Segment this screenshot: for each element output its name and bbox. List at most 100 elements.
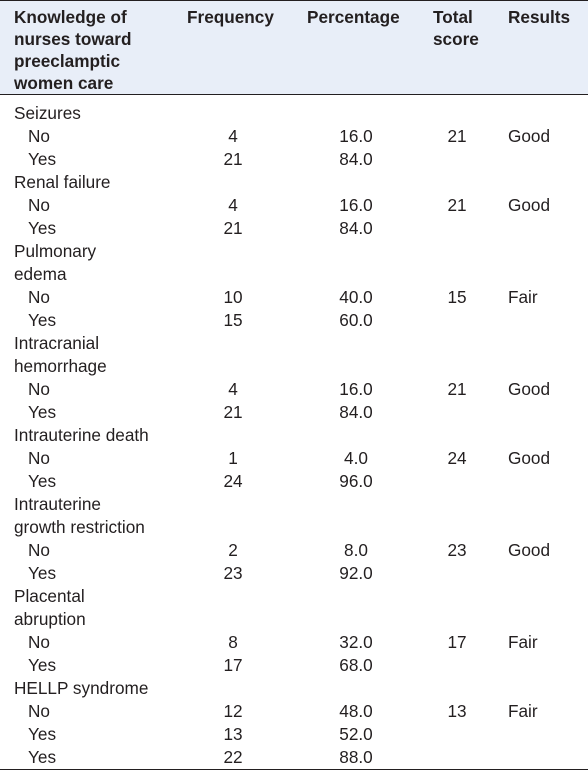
result-cell: Fair: [508, 287, 538, 307]
frequency-cell: 1: [228, 448, 238, 468]
row-label: No: [28, 379, 50, 399]
percentage-cell: 16.0: [339, 379, 373, 399]
result-cell: Good: [508, 126, 551, 146]
row-label: No: [28, 701, 50, 721]
table-row: Yes 17 68.0: [0, 654, 588, 677]
percentage-cell: 96.0: [339, 471, 373, 491]
row-label: Yes: [28, 402, 57, 422]
percentage-cell: 60.0: [339, 310, 373, 330]
percentage-cell: 92.0: [339, 563, 373, 583]
row-label: Yes: [28, 471, 57, 491]
category-label: Renal failure: [14, 172, 111, 192]
bottom-rule: [0, 769, 588, 770]
category-row: Placental abruption: [0, 585, 588, 631]
row-label: No: [28, 195, 50, 215]
row-label: Yes: [28, 655, 57, 675]
percentage-cell: 48.0: [339, 701, 373, 721]
total-score-cell: 17: [447, 632, 467, 652]
table-row: No 8 32.0 17 Fair: [0, 631, 588, 654]
table-row: No 1 4.0 24 Good: [0, 447, 588, 470]
frequency-cell: 15: [223, 310, 243, 330]
category-label: Intrauterine growth restriction: [14, 494, 145, 537]
header-percentage: Percentage: [307, 7, 400, 27]
category-row: Seizures: [0, 102, 588, 125]
frequency-cell: 8: [228, 632, 238, 652]
frequency-cell: 24: [223, 471, 243, 491]
percentage-cell: 8.0: [344, 540, 368, 560]
table-row: Yes 21 84.0: [0, 217, 588, 240]
frequency-cell: 17: [223, 655, 243, 675]
frequency-cell: 21: [223, 149, 243, 169]
row-label: No: [28, 448, 50, 468]
percentage-cell: 16.0: [339, 195, 373, 215]
total-score-cell: 21: [447, 195, 467, 215]
row-label: No: [28, 126, 50, 146]
header-results: Results: [508, 7, 571, 27]
table-row: No 10 40.0 15 Fair: [0, 286, 588, 309]
total-score-cell: 15: [447, 287, 467, 307]
row-label: Yes: [28, 747, 57, 767]
percentage-cell: 84.0: [339, 149, 373, 169]
percentage-cell: 32.0: [339, 632, 373, 652]
category-label: Intracranial hemorrhage: [14, 333, 107, 376]
total-score-cell: 21: [447, 126, 467, 146]
category-row: Intracranial hemorrhage: [0, 332, 588, 378]
result-cell: Fair: [508, 632, 538, 652]
row-label: No: [28, 632, 50, 652]
category-row: Intrauterine death: [0, 424, 588, 447]
table-header: Knowledge of nurses toward preeclamptic …: [0, 0, 588, 95]
table-row: Yes 24 96.0: [0, 470, 588, 493]
table-row: Yes 15 60.0: [0, 309, 588, 332]
percentage-cell: 4.0: [344, 448, 368, 468]
result-cell: Good: [508, 540, 551, 560]
table-row: Yes 21 84.0: [0, 401, 588, 424]
header-knowledge: Knowledge of nurses toward preeclamptic …: [14, 7, 132, 93]
row-label: Yes: [28, 218, 57, 238]
total-score-cell: 23: [447, 540, 467, 560]
table-row: Yes 21 84.0: [0, 148, 588, 171]
category-row: Pulmonary edema: [0, 240, 588, 286]
row-label: Yes: [28, 310, 57, 330]
frequency-cell: 21: [223, 402, 243, 422]
table-row: No 2 8.0 23 Good: [0, 539, 588, 562]
frequency-cell: 10: [223, 287, 243, 307]
row-label: No: [28, 287, 50, 307]
category-label: Seizures: [14, 103, 81, 123]
frequency-cell: 2: [228, 540, 238, 560]
table-row: No 12 48.0 13 Fair: [0, 700, 588, 723]
frequency-cell: 12: [223, 701, 243, 721]
category-label: Intrauterine death: [14, 425, 149, 445]
frequency-cell: 4: [228, 379, 238, 399]
frequency-cell: 22: [223, 747, 243, 767]
result-cell: Good: [508, 195, 551, 215]
table-row: Yes 23 92.0: [0, 562, 588, 585]
frequency-cell: 23: [223, 563, 243, 583]
table-row: Yes 22 88.0: [0, 746, 588, 769]
header-total-score: Total score: [433, 7, 479, 49]
table-row: No 4 16.0 21 Good: [0, 378, 588, 401]
total-score-cell: 24: [447, 448, 467, 468]
result-cell: Fair: [508, 701, 538, 721]
result-cell: Good: [508, 379, 551, 399]
table-row: No 4 16.0 21 Good: [0, 194, 588, 217]
category-row: HELLP syndrome: [0, 677, 588, 700]
percentage-cell: 52.0: [339, 724, 373, 744]
total-score-cell: 13: [447, 701, 467, 721]
percentage-cell: 40.0: [339, 287, 373, 307]
category-row: Intrauterine growth restriction: [0, 493, 588, 539]
frequency-cell: 21: [223, 218, 243, 238]
row-label: No: [28, 540, 50, 560]
row-label: Yes: [28, 149, 57, 169]
table-row: Yes 13 52.0: [0, 723, 588, 746]
result-cell: Good: [508, 448, 551, 468]
table-row: No 4 16.0 21 Good: [0, 125, 588, 148]
row-label: Yes: [28, 563, 57, 583]
category-label: Pulmonary edema: [14, 241, 97, 284]
frequency-cell: 13: [223, 724, 243, 744]
percentage-cell: 68.0: [339, 655, 373, 675]
header-frequency: Frequency: [187, 7, 274, 27]
percentage-cell: 84.0: [339, 218, 373, 238]
category-row: Renal failure: [0, 171, 588, 194]
category-label: HELLP syndrome: [14, 678, 149, 698]
